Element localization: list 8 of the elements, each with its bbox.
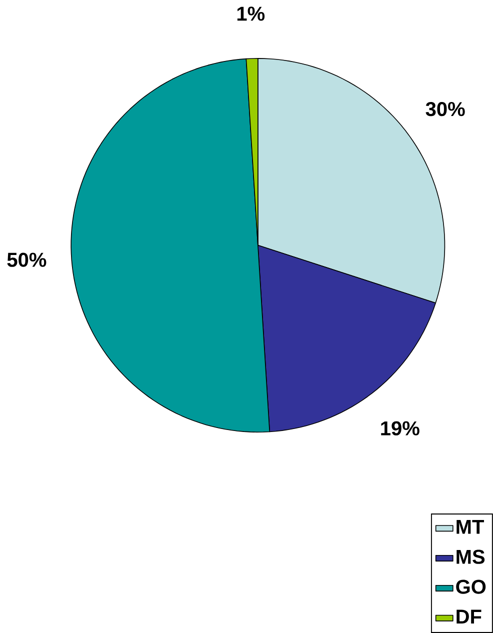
data-label: 30%	[426, 102, 465, 116]
legend-label: MS	[456, 550, 485, 564]
legend-label: GO	[456, 580, 486, 594]
data-label: 1%	[237, 6, 265, 21]
legend-label: MT	[456, 520, 484, 534]
data-label: 19%	[381, 421, 420, 436]
legend-label: DF	[456, 610, 482, 624]
data-label: 50%	[7, 252, 46, 267]
